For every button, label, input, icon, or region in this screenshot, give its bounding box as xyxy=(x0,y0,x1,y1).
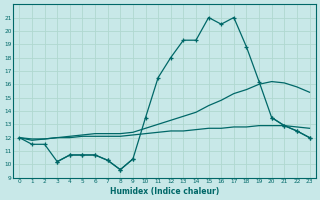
X-axis label: Humidex (Indice chaleur): Humidex (Indice chaleur) xyxy=(110,187,219,196)
